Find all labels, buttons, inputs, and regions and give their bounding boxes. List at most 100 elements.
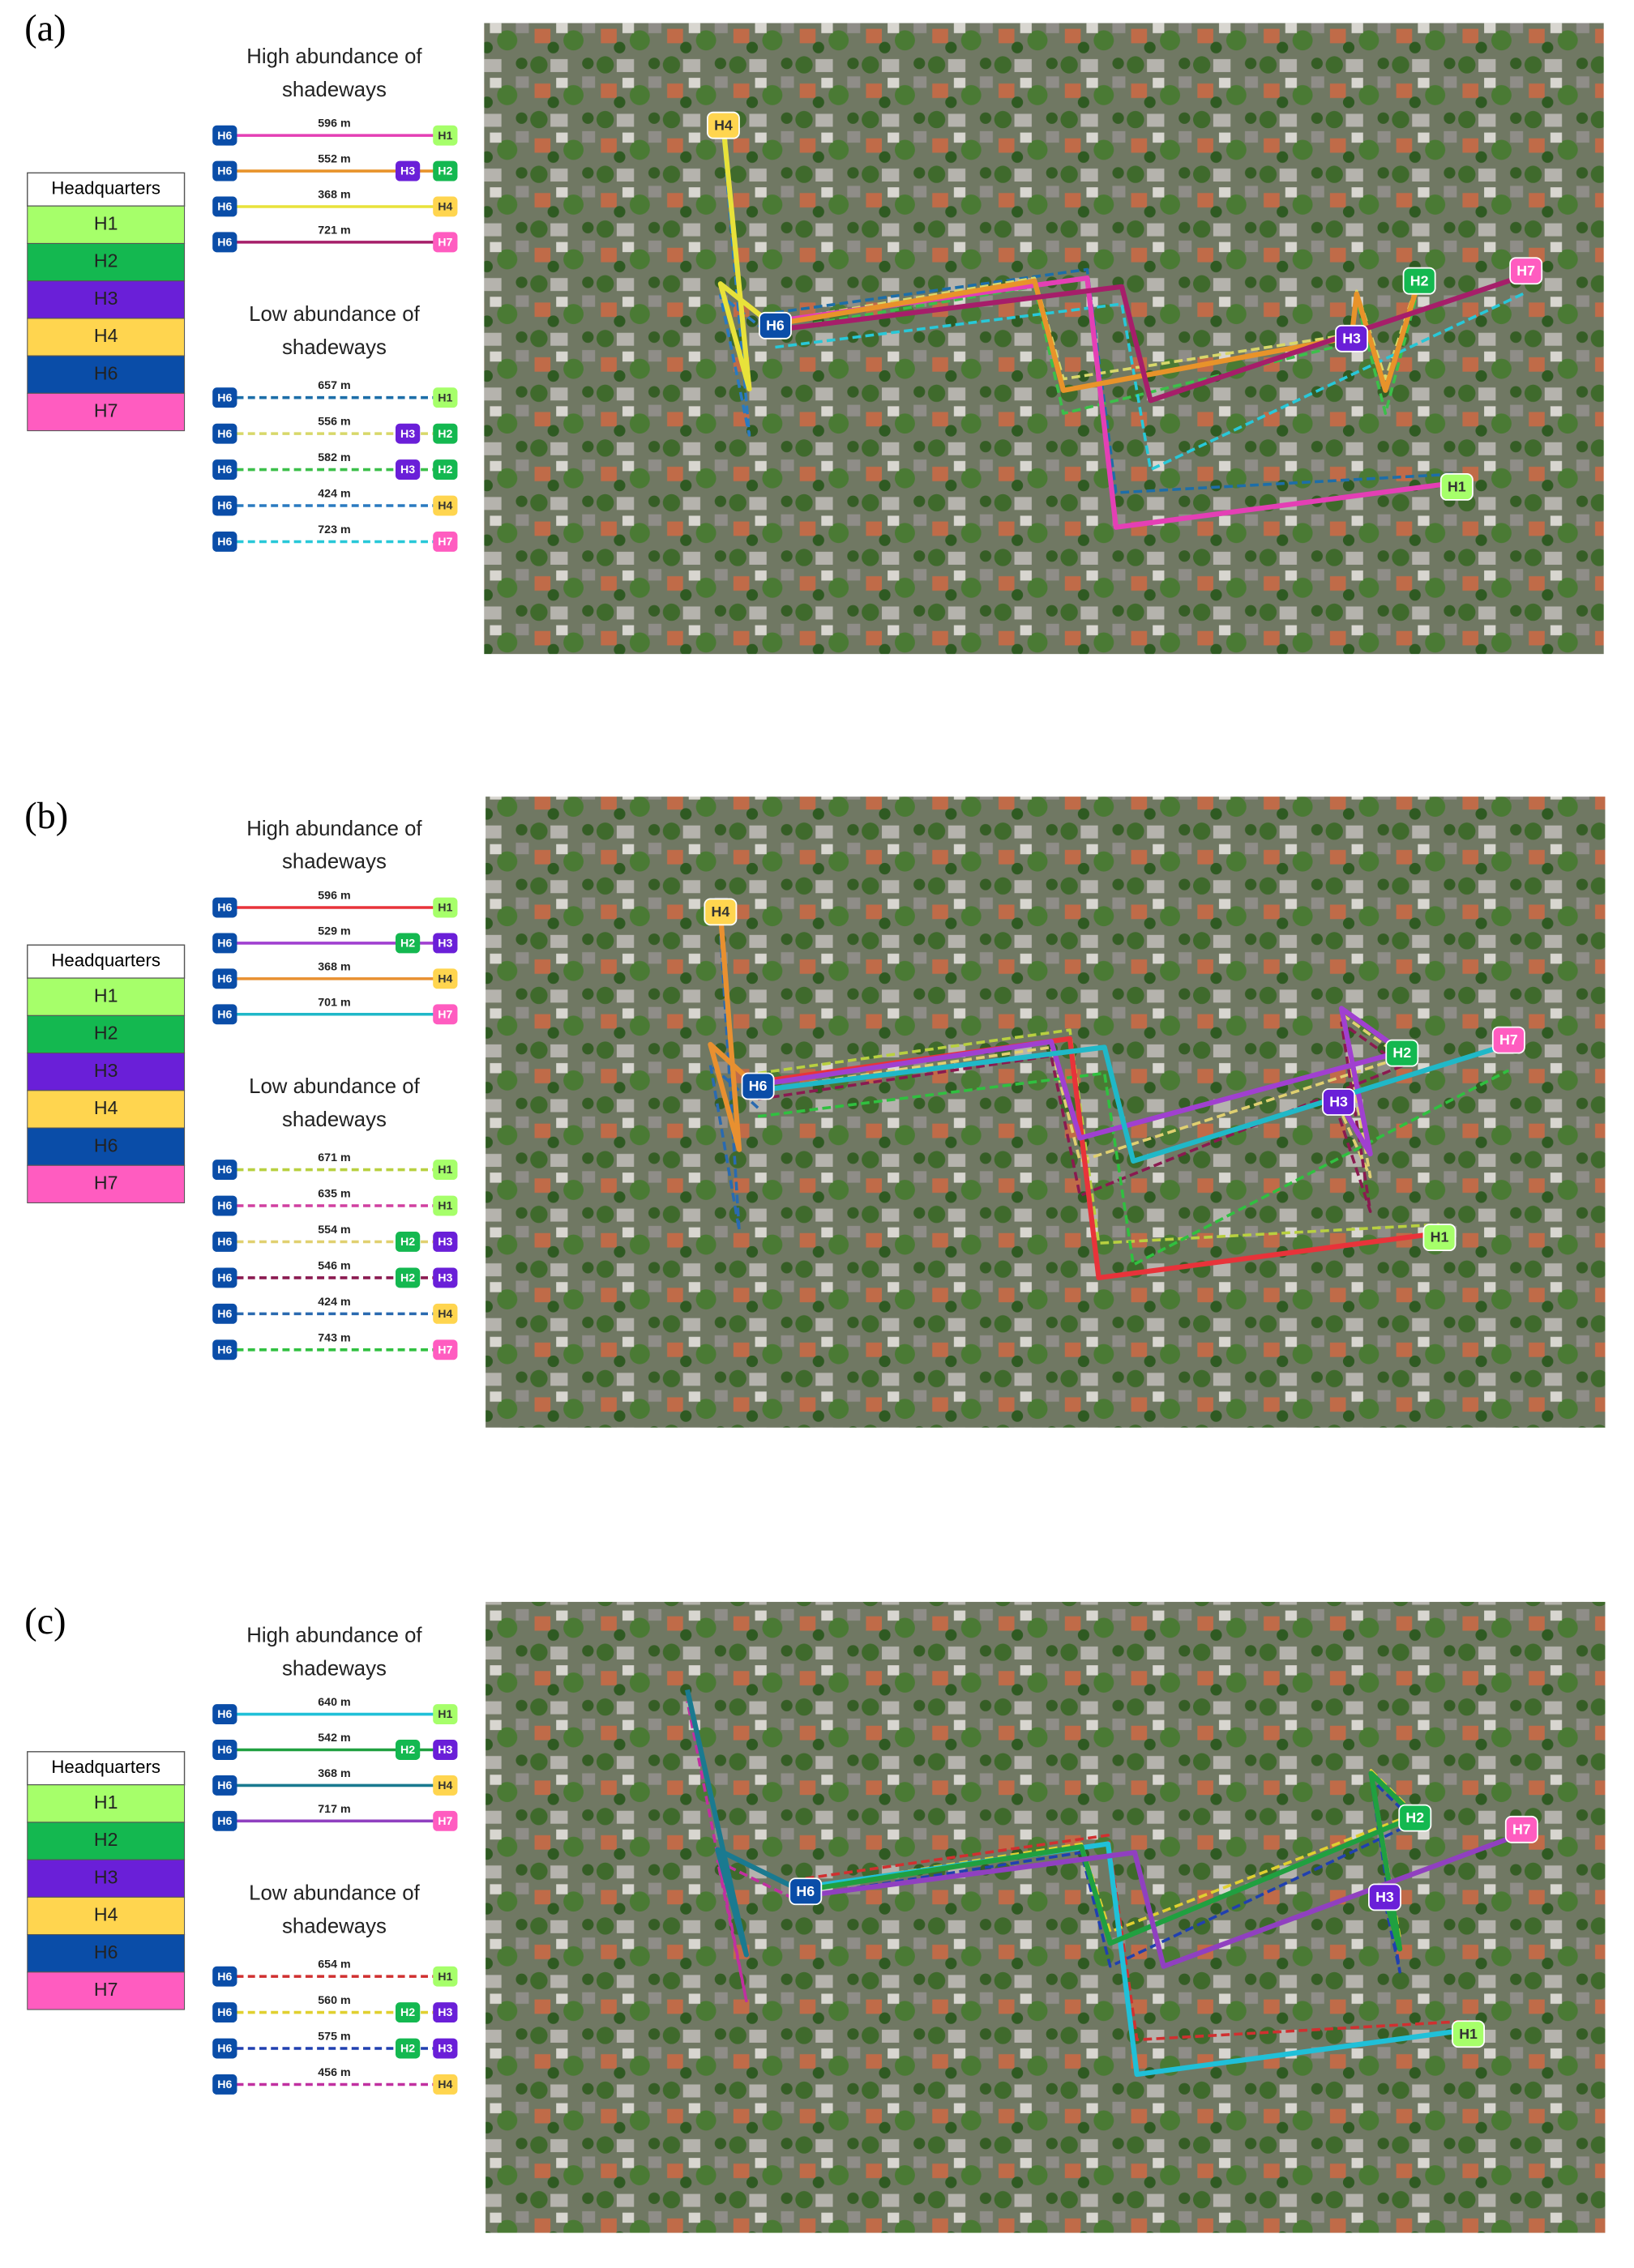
- section-title: Low abundance of: [249, 303, 420, 326]
- hq-badge: [396, 423, 421, 444]
- hq-badge: [433, 1775, 458, 1796]
- route-distance: 546 m: [318, 1259, 350, 1272]
- hq-badge-label: H6: [217, 2078, 232, 2091]
- route-distance: 552 m: [318, 153, 350, 166]
- map-marker-label: H1: [1448, 478, 1466, 494]
- map-route: [775, 291, 1527, 472]
- hq-badge: [396, 1740, 421, 1760]
- section-title: shadeways: [282, 1916, 387, 1938]
- map-marker: [1509, 257, 1543, 285]
- legend-item: H2: [94, 250, 118, 271]
- hq-badge: [433, 933, 458, 954]
- hq-badge: [212, 387, 237, 408]
- legend-item: H2: [94, 1023, 118, 1044]
- legend-item: H2: [94, 1829, 118, 1850]
- section-title: shadeways: [282, 851, 387, 873]
- hq-badge-label: H6: [217, 2006, 232, 2019]
- legend-item: H3: [94, 1060, 118, 1081]
- hq-badge: [396, 1267, 421, 1288]
- hq-badge: [433, 196, 458, 217]
- route-distance: 424 m: [318, 1296, 350, 1309]
- hq-badge-label: H4: [438, 1308, 452, 1321]
- hq-badge-label: H4: [438, 201, 452, 214]
- hq-badge: [433, 459, 458, 481]
- hq-badge-label: H6: [217, 1779, 232, 1792]
- hq-badge: [396, 2038, 421, 2059]
- hq-badge-label: H4: [438, 2078, 452, 2091]
- legend-swatch: [27, 355, 186, 394]
- map-marker: [706, 111, 740, 139]
- hq-badge: [212, 968, 237, 989]
- legend-swatch: [27, 1859, 186, 1898]
- hq-badge-label: H2: [438, 428, 452, 441]
- legend-item: H3: [94, 1866, 118, 1887]
- legend-header: [27, 1751, 186, 1786]
- hq-badge: [433, 1232, 458, 1252]
- map-route: [775, 267, 1457, 494]
- hq-badge-label: H6: [217, 1308, 232, 1321]
- route-distance: 554 m: [318, 1224, 350, 1237]
- legend-item: H1: [94, 1792, 118, 1813]
- route-distance: 723 m: [318, 523, 350, 536]
- section-title: High abundance of: [246, 45, 422, 68]
- hq-badge-label: H6: [217, 1708, 232, 1721]
- hq-badge-label: H7: [438, 1815, 452, 1828]
- map: H6 H2 H7 H3 H1: [485, 1601, 1606, 2233]
- aerial-map: [485, 797, 1606, 1428]
- map-route: [805, 1769, 1417, 1939]
- map-marker-label: H1: [1459, 2026, 1478, 2042]
- hq-badge: [212, 196, 237, 217]
- hq-badge-label: H7: [438, 237, 452, 250]
- hq-badge-label: H6: [217, 1971, 232, 1984]
- hq-badge: [212, 1004, 237, 1025]
- legend-header: [27, 172, 186, 207]
- map-marker: [758, 311, 792, 340]
- hq-badge-label: H7: [438, 536, 452, 549]
- map-marker: [704, 898, 738, 926]
- legend-swatch: [27, 1090, 186, 1129]
- legend-title: Headquarters: [51, 1757, 160, 1777]
- hq-badge-label: H1: [438, 1708, 452, 1721]
- map-route: [708, 912, 760, 1152]
- hq-badge-label: H6: [217, 1164, 232, 1177]
- hq-badge-label: H6: [217, 165, 232, 178]
- map-marker-label: H7: [1516, 263, 1535, 279]
- hq-badge: [212, 2074, 237, 2095]
- hq-badge-label: H6: [217, 1272, 232, 1285]
- hq-badge-label: H2: [400, 2043, 415, 2056]
- hq-badge: [433, 160, 458, 182]
- route-distance: 635 m: [318, 1188, 350, 1201]
- route-distance: 556 m: [318, 416, 350, 429]
- map-marker: [1491, 1026, 1525, 1054]
- hq-badge-label: H3: [400, 463, 415, 476]
- legend-swatch: [27, 1053, 186, 1091]
- map-marker: [1322, 1088, 1355, 1116]
- hq-badge: [212, 532, 237, 552]
- hq-badge-label: H7: [438, 1343, 452, 1356]
- hq-badge: [212, 1303, 237, 1324]
- map-marker-label: H6: [766, 317, 785, 333]
- section-title: shadeways: [282, 336, 387, 359]
- hq-badge-label: H7: [438, 1008, 452, 1021]
- hq-badge: [433, 125, 458, 146]
- map-marker-label: H3: [1375, 1889, 1394, 1905]
- panel: (b) Headquarters H1 H2 H3 H4 H6 H7 High abundanc…: [24, 795, 1606, 1428]
- map-marker: [1385, 1039, 1419, 1067]
- hq-badge-label: H6: [217, 237, 232, 250]
- map-marker-label: H1: [1431, 1229, 1449, 1245]
- hq-badge: [433, 1004, 458, 1025]
- panel-label: (a): [24, 7, 66, 49]
- hq-badge-label: H6: [217, 1236, 232, 1249]
- legend-item: H7: [94, 1172, 118, 1193]
- map-route: [775, 275, 1421, 381]
- map-marker: [1402, 267, 1436, 295]
- legend-item: H6: [94, 1134, 118, 1155]
- route-distance: 368 m: [318, 960, 350, 973]
- hq-badge-label: H2: [438, 463, 452, 476]
- section-title: shadeways: [282, 1657, 387, 1680]
- legend-item: H6: [94, 1941, 118, 1963]
- route-distance: 596 m: [318, 890, 350, 903]
- hq-badge-label: H3: [438, 938, 452, 950]
